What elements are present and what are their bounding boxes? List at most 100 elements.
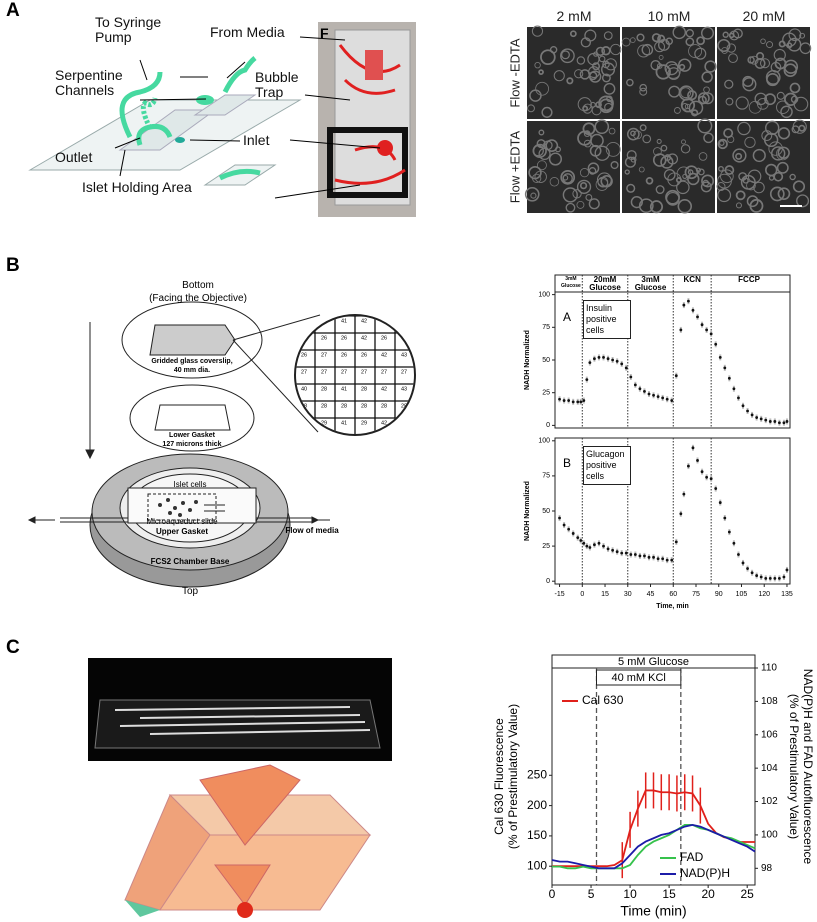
- cell: [783, 63, 798, 78]
- data-point: [652, 393, 655, 397]
- data-point: [576, 400, 580, 404]
- y2-tick-label: 98: [761, 863, 773, 874]
- phase-label: 20mM Glucose: [589, 275, 621, 292]
- data-point: [759, 417, 763, 421]
- chamber-diagram: [27, 301, 416, 588]
- cell: [624, 156, 637, 168]
- data-point: [670, 399, 674, 402]
- chart-panel-label: B: [563, 456, 572, 470]
- data-point: [782, 575, 786, 579]
- cell: [536, 160, 547, 171]
- y2-tick-label: 106: [761, 729, 778, 740]
- data-point: [558, 397, 561, 401]
- data-line: [551, 823, 756, 870]
- data-point: [643, 389, 646, 393]
- data-point: [741, 561, 745, 565]
- data-point: [723, 516, 727, 520]
- grid-number: 27: [301, 369, 307, 375]
- cell: [701, 92, 714, 105]
- data-point: [755, 416, 759, 419]
- panel-label: C: [6, 637, 20, 658]
- grid-number: 28: [401, 403, 407, 409]
- data-point: [679, 328, 683, 332]
- cell: [638, 166, 645, 173]
- device-photo: [274, 22, 416, 217]
- data-point: [558, 516, 561, 520]
- cell: [701, 71, 713, 83]
- cell: [532, 173, 542, 184]
- grid-number: 41: [341, 420, 347, 426]
- data-point: [785, 568, 789, 572]
- cell: [796, 194, 810, 208]
- y-tick-label: 150: [527, 828, 547, 842]
- grid-number: 42: [361, 335, 367, 341]
- stimulus-box: [596, 669, 682, 686]
- data-point: [606, 547, 610, 551]
- cell: [744, 136, 756, 148]
- cell: [766, 72, 780, 87]
- cell: [718, 140, 725, 146]
- cell: [639, 124, 647, 132]
- cell: [753, 181, 765, 194]
- data-point: [737, 396, 740, 400]
- cell: [656, 138, 662, 144]
- cell: [534, 61, 541, 69]
- data-point: [567, 527, 571, 531]
- y2-tick-label: 104: [761, 763, 778, 774]
- cell: [601, 62, 616, 77]
- data-point: [661, 396, 665, 400]
- cell: [588, 198, 600, 210]
- y-tick-label: 200: [527, 798, 547, 812]
- grid-number: 43: [401, 386, 407, 392]
- data-point: [768, 420, 772, 423]
- panel-label: A: [6, 0, 20, 21]
- schematic-label: To Syringe Pump: [95, 14, 162, 45]
- y-tick-label: 100: [538, 438, 550, 445]
- cell: [560, 48, 575, 64]
- cell: [541, 106, 553, 118]
- schematic-label: Outlet: [55, 149, 93, 165]
- micrograph: [527, 27, 620, 119]
- cell: [792, 180, 806, 193]
- data-point: [737, 553, 740, 556]
- condition-header: [551, 654, 756, 669]
- y2-tick-label: 108: [761, 696, 778, 707]
- grid-number: 28: [381, 403, 387, 409]
- grid-number: 26: [341, 352, 347, 358]
- annotation: Glucagon positive cells: [583, 446, 631, 485]
- cell: [680, 144, 691, 154]
- cell: [776, 161, 789, 174]
- cell: [773, 48, 786, 62]
- cell: [799, 32, 806, 39]
- cell: [588, 66, 600, 79]
- cell: [592, 62, 601, 71]
- cell: [605, 142, 621, 157]
- grid-number: 28: [361, 403, 367, 409]
- cell: [601, 73, 611, 83]
- data-point: [602, 544, 605, 548]
- cell: [681, 103, 689, 110]
- phase-label: KCN: [683, 275, 701, 284]
- cell: [569, 30, 577, 38]
- column-label: 10 mM: [647, 8, 691, 24]
- cell: [642, 134, 652, 144]
- cell: [645, 176, 654, 185]
- cell: [749, 55, 759, 65]
- data-point: [691, 446, 695, 450]
- cell: [655, 185, 665, 195]
- cell: [665, 37, 673, 46]
- grid-number: 27: [361, 369, 367, 375]
- schematic-label: From Media: [210, 24, 285, 40]
- data-point: [782, 421, 786, 425]
- cell: [595, 46, 606, 56]
- y-tick-label: 250: [527, 767, 547, 781]
- grid-number: 42: [381, 352, 387, 358]
- cell: [718, 165, 724, 172]
- y2-tick-label: 110: [761, 663, 777, 674]
- data-point: [759, 575, 763, 579]
- grid-number: 28: [361, 386, 367, 392]
- cell: [732, 148, 747, 163]
- cell: [742, 77, 757, 92]
- channel-render: [124, 764, 372, 918]
- grid-number: 41: [341, 386, 347, 392]
